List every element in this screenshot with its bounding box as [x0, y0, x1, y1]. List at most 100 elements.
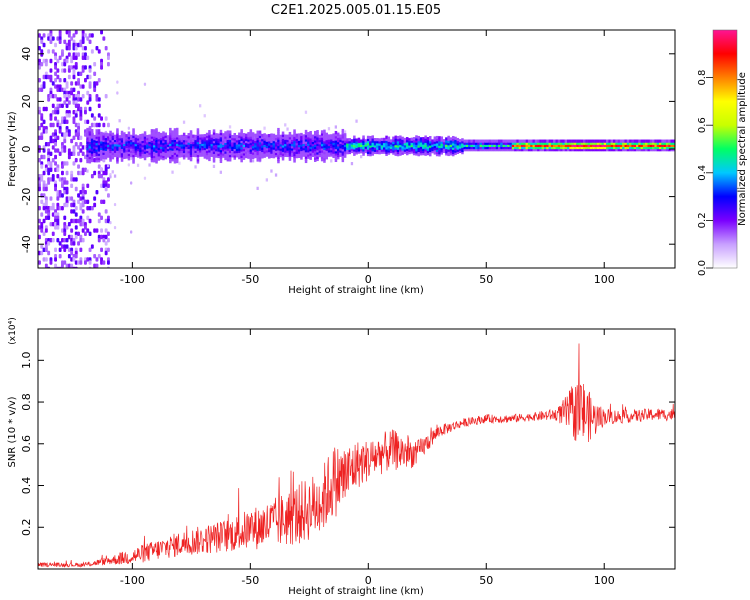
spectrogram-cell: [233, 135, 236, 139]
spectrogram-cell: [288, 157, 292, 161]
spectrogram-cell: [116, 147, 119, 151]
spectrogram-cell: [254, 152, 257, 157]
spectrogram-cell: [530, 143, 533, 148]
spectrogram-cell: [127, 155, 131, 159]
spectrogram-cell: [111, 151, 115, 156]
spectrogram-cell: [429, 136, 432, 140]
spectrogram-cell: [70, 196, 74, 201]
spectrogram-cell: [394, 141, 397, 146]
spectrogram-cell: [295, 142, 299, 146]
spectrogram-cell: [263, 146, 266, 150]
spectrogram-cell: [327, 127, 331, 131]
spectrogram-cell: [263, 139, 266, 143]
spectrogram-cell: [573, 145, 577, 150]
spectrogram-cell: [93, 158, 97, 163]
spectrogram-cell: [150, 154, 154, 159]
spectrogram-cell: [373, 146, 377, 150]
spectrogram-cell: [571, 145, 575, 150]
spectrogram-cell: [224, 152, 227, 156]
spectrogram-cell: [194, 143, 197, 147]
spectrogram-cell: [113, 226, 117, 230]
spectrogram-cell: [412, 137, 416, 141]
spectrogram-cell: [136, 137, 140, 141]
spectrogram-cell: [157, 146, 161, 151]
spectrogram-cell: [134, 153, 138, 157]
spectrogram-cell: [599, 139, 602, 143]
spectrogram-cell: [240, 129, 243, 133]
spectrogram-cell: [199, 104, 202, 108]
spectrogram-cell: [178, 147, 181, 152]
spectrogram-cell: [79, 97, 83, 102]
spectrogram-cell: [84, 225, 87, 230]
spectrogram-cell: [332, 139, 335, 144]
spectrogram-cell: [245, 142, 248, 146]
spectrogram-cell: [74, 206, 78, 211]
spectrogram-cell: [652, 145, 655, 150]
spectrogram-cell: [153, 139, 156, 144]
spectrogram-cell: [617, 148, 621, 152]
spectrogram-cell: [610, 139, 614, 143]
spectrogram-cell: [626, 141, 630, 145]
spectrogram-cell: [353, 144, 356, 148]
spectrogram-cell: [422, 139, 425, 143]
spectrogram-cell: [63, 148, 67, 153]
spectrogram-cell: [212, 157, 216, 161]
spectrogram-cell: [100, 199, 103, 204]
spectrogram-cell: [123, 142, 126, 147]
spectrogram-cell: [219, 146, 223, 151]
spectrogram-cell: [426, 139, 430, 143]
spectrogram-cell: [537, 145, 540, 150]
spectrogram-cell: [90, 139, 94, 143]
spectrogram-cell: [173, 160, 177, 164]
spectrogram-cell: [153, 152, 156, 157]
spectrogram-cell: [196, 160, 200, 164]
spectrogram-cell: [424, 139, 427, 143]
spectrogram-cell: [376, 138, 379, 142]
spectrogram-cell: [130, 145, 133, 149]
spectrogram-cell: [88, 260, 92, 265]
spectrogram-cell: [95, 228, 99, 233]
spectrogram-cell: [70, 65, 74, 70]
spectrogram-cell: [465, 141, 469, 145]
spectrogram-cell: [61, 238, 64, 243]
spectrogram-cell: [431, 143, 434, 147]
spectrogram-cell: [383, 150, 386, 154]
spectrogram-cell: [65, 190, 69, 195]
spectrogram-cell: [500, 148, 503, 152]
spectrogram-cell: [272, 150, 276, 155]
spectrogram-cell: [277, 149, 280, 153]
spectrogram-cell: [189, 155, 193, 160]
spectrogram-cell: [54, 167, 57, 172]
spectrogram-cell: [553, 139, 556, 143]
spectrogram-cell: [205, 152, 209, 156]
spectrogram-cell: [461, 138, 464, 142]
spectrogram-cell: [245, 148, 248, 152]
spectrogram-cell: [550, 143, 554, 148]
spectrogram-cell: [304, 159, 308, 164]
spectrogram-cell: [532, 148, 535, 152]
spectrogram-y-tick-label: 40: [20, 47, 33, 61]
spectrogram-cell: [442, 143, 446, 147]
spectrogram-cell: [521, 139, 524, 143]
spectrogram-cell: [224, 154, 227, 159]
spectrogram-cell: [417, 144, 420, 148]
spectrogram-cell: [373, 150, 377, 155]
spectrogram-cell: [291, 134, 294, 138]
spectrogram-cell: [525, 145, 529, 150]
spectrogram-cell: [640, 148, 644, 152]
spectrogram-cell: [176, 153, 179, 157]
spectrogram-cell: [544, 139, 547, 143]
spectrogram-cell: [537, 143, 540, 148]
spectrogram-cell: [488, 145, 492, 150]
spectrogram-cell: [484, 148, 487, 152]
spectrogram-cell: [155, 158, 158, 162]
spectrogram-cell: [100, 247, 103, 252]
spectrogram-cell: [49, 151, 53, 156]
spectrogram-cell: [383, 142, 386, 146]
spectrogram-cell: [258, 132, 262, 136]
spectrogram-cell: [90, 206, 94, 211]
spectrogram-cell: [148, 134, 151, 138]
spectrogram-cell: [49, 58, 53, 64]
spectrogram-cell: [155, 132, 158, 136]
spectrogram-cell: [288, 149, 292, 153]
